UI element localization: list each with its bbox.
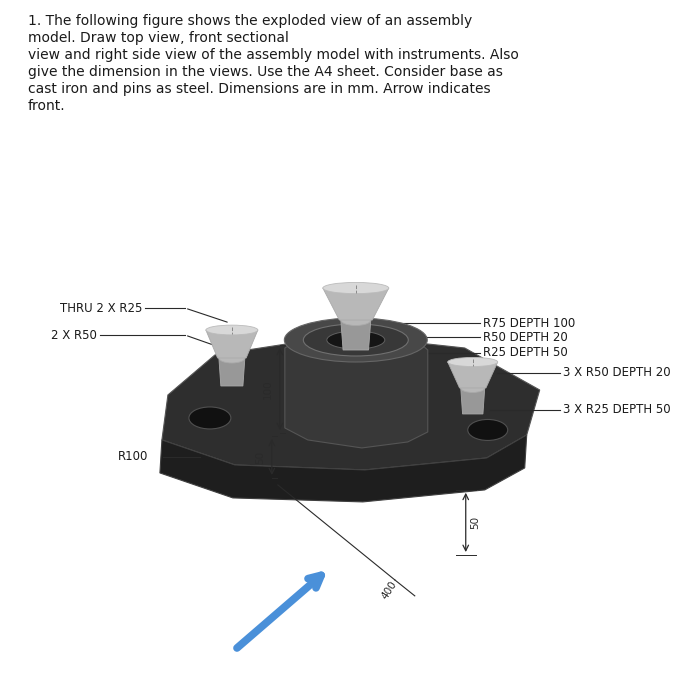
Text: 400: 400: [380, 579, 399, 601]
Text: 100: 100: [262, 379, 273, 399]
Text: give the dimension in the views. Use the A4 sheet. Consider base as: give the dimension in the views. Use the…: [28, 65, 503, 79]
Polygon shape: [448, 362, 498, 388]
Text: cast iron and pins as steel. Dimensions are in mm. Arrow indicates: cast iron and pins as steel. Dimensions …: [28, 82, 491, 96]
Text: view and right side view of the assembly model with instruments. Also: view and right side view of the assembly…: [28, 48, 519, 62]
Ellipse shape: [341, 314, 371, 325]
Text: front.: front.: [28, 99, 66, 113]
Ellipse shape: [468, 419, 508, 441]
Polygon shape: [341, 320, 371, 350]
Ellipse shape: [461, 384, 484, 393]
Text: THRU 2 X R25: THRU 2 X R25: [60, 301, 142, 314]
Polygon shape: [323, 288, 388, 320]
Text: R100: R100: [118, 450, 148, 464]
Text: 50: 50: [470, 516, 480, 529]
Polygon shape: [160, 435, 526, 502]
Polygon shape: [461, 388, 484, 414]
Polygon shape: [162, 335, 540, 470]
Text: model. Draw top view, front sectional: model. Draw top view, front sectional: [28, 31, 289, 45]
Text: 2 X R50: 2 X R50: [51, 328, 97, 341]
Ellipse shape: [189, 407, 231, 429]
Ellipse shape: [323, 282, 388, 294]
Ellipse shape: [284, 318, 427, 362]
Text: R75 DEPTH 100: R75 DEPTH 100: [483, 316, 575, 330]
Polygon shape: [206, 330, 258, 358]
Text: 3 X R25 DEPTH 50: 3 X R25 DEPTH 50: [563, 403, 671, 416]
Text: 3 X R50 DEPTH 20: 3 X R50 DEPTH 20: [563, 366, 671, 380]
Ellipse shape: [327, 331, 385, 349]
Polygon shape: [285, 326, 428, 448]
Text: R50 DEPTH 20: R50 DEPTH 20: [483, 330, 568, 344]
Ellipse shape: [303, 324, 408, 356]
Ellipse shape: [448, 357, 498, 366]
Text: R25 DEPTH 50: R25 DEPTH 50: [483, 346, 568, 359]
Text: 1. The following figure shows the exploded view of an assembly: 1. The following figure shows the explod…: [28, 14, 472, 28]
Text: 50: 50: [255, 450, 265, 464]
Polygon shape: [219, 358, 245, 386]
Ellipse shape: [206, 325, 258, 335]
Ellipse shape: [219, 353, 245, 363]
